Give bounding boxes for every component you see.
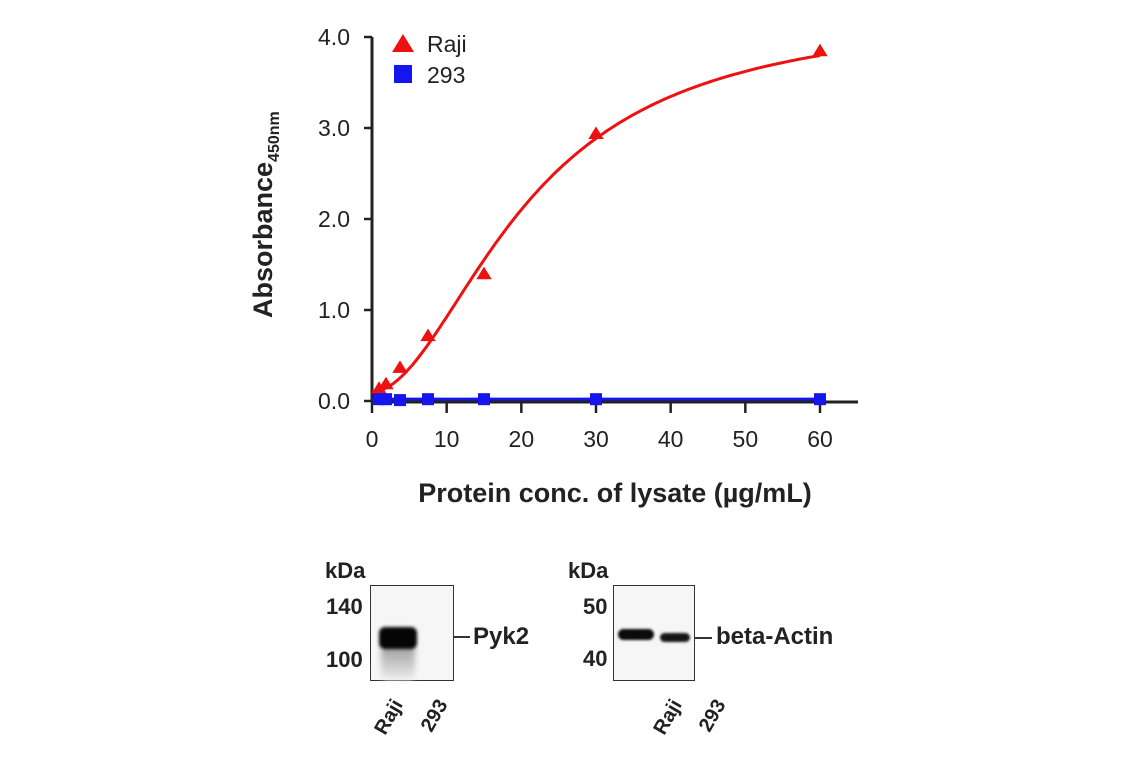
blot2-membrane bbox=[613, 585, 695, 681]
blot2-marker-40: 40 bbox=[583, 646, 608, 671]
y-axis-label-subscript: 450nm bbox=[266, 111, 283, 162]
y-tick-label: 2.0 bbox=[318, 206, 350, 232]
legend-293-marker bbox=[394, 65, 412, 83]
y-tick-label: 4.0 bbox=[318, 24, 350, 50]
293-point bbox=[422, 393, 434, 406]
blot2-band-raji bbox=[618, 629, 654, 640]
y-tick-label: 3.0 bbox=[318, 115, 350, 141]
blot2-lane-raji: Raji bbox=[649, 695, 688, 739]
y-tick-label: 0.0 bbox=[318, 388, 350, 414]
y-axis-label: Absorbance450nm bbox=[248, 111, 283, 318]
raji-point bbox=[588, 126, 604, 140]
293-point bbox=[590, 393, 602, 406]
x-tick-label: 50 bbox=[733, 426, 759, 452]
293-point bbox=[478, 393, 490, 406]
raji-point bbox=[476, 266, 492, 280]
x-tick-label: 10 bbox=[434, 426, 460, 452]
blot2-lane-293: 293 bbox=[694, 695, 731, 736]
blot1-marker-100: 100 bbox=[326, 647, 363, 672]
blot1-target-line bbox=[453, 636, 470, 638]
blot1-membrane bbox=[370, 585, 454, 681]
raji-fit-curve bbox=[371, 54, 821, 394]
raji-point bbox=[392, 360, 408, 373]
293-point bbox=[380, 393, 392, 406]
blot1-marker-140: 140 bbox=[326, 594, 363, 619]
x-tick-label: 20 bbox=[509, 426, 535, 452]
raji-point bbox=[420, 328, 436, 342]
blot2-target: beta-Actin bbox=[716, 623, 834, 650]
x-tick-label: 0 bbox=[366, 426, 379, 452]
blot2-marker-50: 50 bbox=[583, 594, 608, 619]
y-axis-label-main: Absorbance bbox=[248, 162, 278, 318]
raji-point bbox=[378, 376, 394, 390]
293-point bbox=[394, 394, 406, 407]
blot1-band-raji bbox=[381, 644, 415, 680]
blot2-band-293 bbox=[660, 633, 690, 642]
elisa-chart: 0.0 1.0 2.0 3.0 4.0 0 10 20 30 40 50 60 Protein conc… bbox=[248, 24, 858, 508]
blot2-unit: kDa bbox=[568, 558, 609, 583]
293-point bbox=[814, 393, 826, 406]
x-tick-label: 60 bbox=[807, 426, 833, 452]
blot1-target: Pyk2 bbox=[473, 623, 530, 650]
legend-raji-marker bbox=[392, 34, 414, 52]
x-tick-label: 40 bbox=[658, 426, 684, 452]
blot1-unit: kDa bbox=[325, 558, 366, 583]
legend-raji-label: Raji bbox=[427, 31, 467, 57]
legend-293-label: 293 bbox=[427, 62, 465, 88]
x-tick-label: 30 bbox=[583, 426, 609, 452]
y-tick-label: 1.0 bbox=[318, 297, 350, 323]
x-axis-label: Protein conc. of lysate (µg/mL) bbox=[418, 478, 812, 508]
raji-point bbox=[812, 43, 828, 57]
blot2-target-line bbox=[694, 637, 712, 639]
blot1-band-raji bbox=[379, 627, 417, 649]
blot1-lane-293: 293 bbox=[416, 695, 453, 736]
blot1-lane-raji: Raji bbox=[370, 695, 409, 739]
raji-point bbox=[371, 381, 387, 394]
